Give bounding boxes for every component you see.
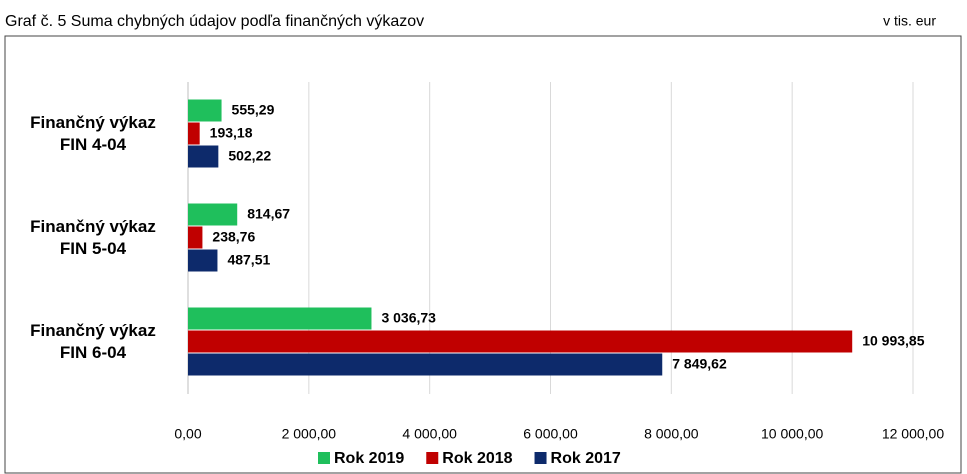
data-label: 193,18 bbox=[210, 125, 253, 141]
legend-swatch bbox=[534, 452, 547, 464]
bar bbox=[188, 330, 853, 353]
legend-swatch bbox=[318, 452, 330, 464]
x-tick-label: 10 000,00 bbox=[761, 426, 823, 442]
data-label: 7 849,62 bbox=[672, 356, 727, 372]
data-label: 555,29 bbox=[232, 102, 275, 118]
bar bbox=[188, 145, 219, 168]
x-tick-label: 6 000,00 bbox=[523, 426, 578, 442]
x-tick-label: 2 000,00 bbox=[282, 426, 337, 442]
x-tick-label: 8 000,00 bbox=[644, 426, 699, 442]
legend-label: Rok 2018 bbox=[442, 450, 512, 467]
unit-label: v tis. eur bbox=[883, 13, 936, 29]
data-label: 487,51 bbox=[227, 252, 270, 268]
legend-label: Rok 2017 bbox=[551, 450, 621, 467]
data-label: 814,67 bbox=[247, 206, 290, 222]
data-label: 502,22 bbox=[228, 148, 271, 164]
bar bbox=[188, 353, 663, 376]
chart-title: Graf č. 5 Suma chybných údajov podľa fin… bbox=[5, 13, 424, 30]
bar bbox=[188, 249, 218, 272]
data-label: 10 993,85 bbox=[862, 333, 924, 349]
bar bbox=[188, 122, 200, 145]
bar bbox=[188, 203, 238, 226]
x-tick-label: 0,00 bbox=[174, 426, 201, 442]
category-label: Finančný výkaz FIN 5-04 bbox=[30, 217, 156, 258]
x-tick-label: 4 000,00 bbox=[402, 426, 457, 442]
x-tick-label: 12 000,00 bbox=[882, 426, 944, 442]
category-label: Finančný výkaz FIN 4-04 bbox=[30, 113, 156, 154]
chart-frame bbox=[4, 35, 962, 474]
data-label: 3 036,73 bbox=[381, 310, 436, 326]
legend-label: Rok 2019 bbox=[334, 450, 404, 467]
bar bbox=[188, 226, 203, 249]
data-label: 238,76 bbox=[212, 229, 255, 245]
legend-swatch bbox=[426, 452, 439, 464]
bar bbox=[188, 99, 222, 122]
bar bbox=[188, 307, 372, 330]
category-label: Finančný výkaz FIN 6-04 bbox=[30, 321, 156, 362]
